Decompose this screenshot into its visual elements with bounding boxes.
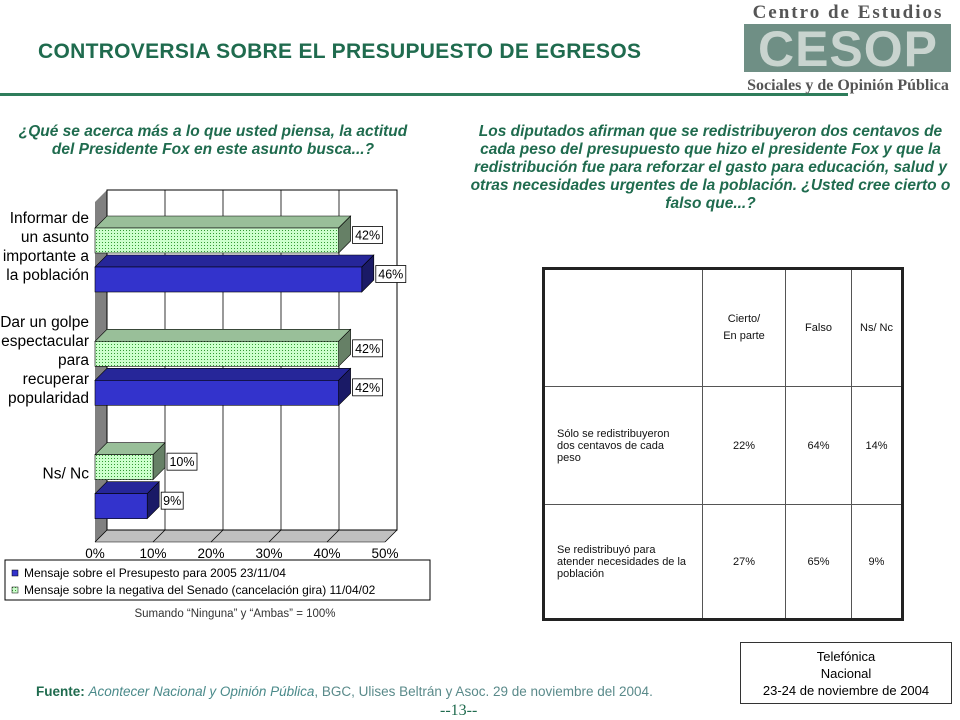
data-label-box [352, 378, 384, 397]
col-header-falso: Falso [785, 268, 852, 387]
logo-bottom-text: Sociales y de Opinión Pública [747, 77, 949, 94]
page-number: --13-- [440, 702, 478, 719]
col-header-cierto: Cierto/ En parte [702, 268, 786, 387]
table-cell: 22% [702, 386, 786, 505]
logo-top-text: Centro de Estudios [753, 2, 944, 23]
data-label-box [352, 339, 384, 358]
table-corner-cell [543, 268, 703, 387]
bar-top [94, 368, 352, 381]
gridline-floor [210, 529, 224, 543]
x-tick-label: 0% [85, 546, 105, 561]
survey-info-box: Telefónica Nacional 23-24 de noviembre d… [740, 642, 952, 704]
survey-type: Telefónica [816, 649, 876, 664]
logo-mark: CESOP [758, 21, 938, 77]
source-label: Fuente: [36, 684, 85, 699]
bar-top [94, 215, 352, 229]
left-question: ¿Qué se acerca más a lo que usted piensa… [18, 123, 408, 158]
table-header-row: Cierto/ En parte Falso Ns/ Nc [543, 268, 903, 387]
x-tick-label: 50% [371, 546, 398, 561]
data-label-box [160, 491, 184, 510]
cesop-logo: Centro de Estudios CESOP Sociales y de O… [744, 2, 951, 94]
x-tick-label: 40% [313, 546, 340, 561]
data-label-box [352, 226, 384, 244]
row-header: Se redistribuyó para atender necesidades… [543, 504, 703, 620]
source-line: Fuente: Acontecer Nacional y Opinión Púb… [36, 684, 653, 699]
table-cell: 14% [851, 386, 903, 505]
source-title: Acontecer Nacional y Opinión Pública [88, 684, 315, 699]
right-question: Los diputados afirman que se redistribuy… [470, 123, 951, 212]
data-label: 46% [378, 268, 403, 282]
title-divider [0, 93, 848, 96]
source-detail: , BGC, Ulises Beltrán y Asoc. 29 de novi… [314, 684, 653, 699]
legend-label: Mensaje sobre la negativa del Senado (ca… [24, 583, 376, 597]
legend-label: Mensaje sobre el Presupesto para 2005 23… [24, 566, 286, 580]
category-label: Dar un golpe espectacular para recuperar pop… [0, 314, 89, 407]
legend [4, 559, 431, 601]
survey-dates: 23-24 de noviembre de 2004 [762, 683, 930, 698]
data-label: 42% [355, 342, 380, 356]
category-label: Ns/ Nc [43, 465, 90, 482]
bar-top [94, 329, 352, 342]
bar [94, 266, 363, 293]
chart-floor [94, 529, 398, 543]
table-cell: 27% [702, 504, 786, 620]
data-label: 10% [169, 455, 194, 469]
gridline-floor [152, 529, 166, 543]
bar [94, 380, 339, 406]
bar-top [94, 254, 375, 268]
x-tick-label: 20% [197, 546, 224, 561]
gridline-floor [268, 529, 282, 543]
table-row: Se redistribuyó para atender necesidades… [543, 504, 903, 620]
x-tick-label: 10% [139, 546, 166, 561]
results-table: Cierto/ En parte Falso Ns/ Nc Sólo se re… [542, 267, 904, 621]
gridline-floor [326, 529, 340, 543]
bar [94, 227, 339, 254]
bar [94, 454, 154, 480]
data-label: 9% [163, 494, 181, 508]
data-label: 42% [355, 229, 380, 243]
category-label: Informar de un asunto importante a la pobla… [3, 210, 90, 284]
table-cell: 65% [785, 504, 852, 620]
gridline-floor [384, 529, 398, 543]
legend-swatch [11, 569, 19, 577]
data-label-box [375, 265, 407, 283]
legend-swatch [11, 586, 19, 594]
bar [94, 493, 148, 519]
bar-chart: 0% 10% 20% 30% 40% 50% Informar de un asunto imp… [0, 189, 431, 601]
table-cell: 64% [785, 386, 852, 505]
row-header: Sólo se redistribuyeron dos centavos de … [543, 386, 703, 505]
bar [94, 341, 339, 367]
table-cell: 9% [851, 504, 903, 620]
x-tick-label: 30% [255, 546, 282, 561]
survey-scope: Nacional [820, 666, 872, 681]
data-label: 42% [355, 381, 380, 395]
data-label-box [166, 452, 198, 471]
table-row: Sólo se redistribuyeron dos centavos de … [543, 386, 903, 505]
chart-note: Sumando “Ninguna” y “Ambas” = 100% [134, 608, 336, 620]
gridline-floor [94, 529, 108, 543]
col-header-nsnc: Ns/ Nc [851, 268, 903, 387]
page-title: CONTROVERSIA SOBRE EL PRESUPUESTO DE EGR… [38, 40, 642, 63]
